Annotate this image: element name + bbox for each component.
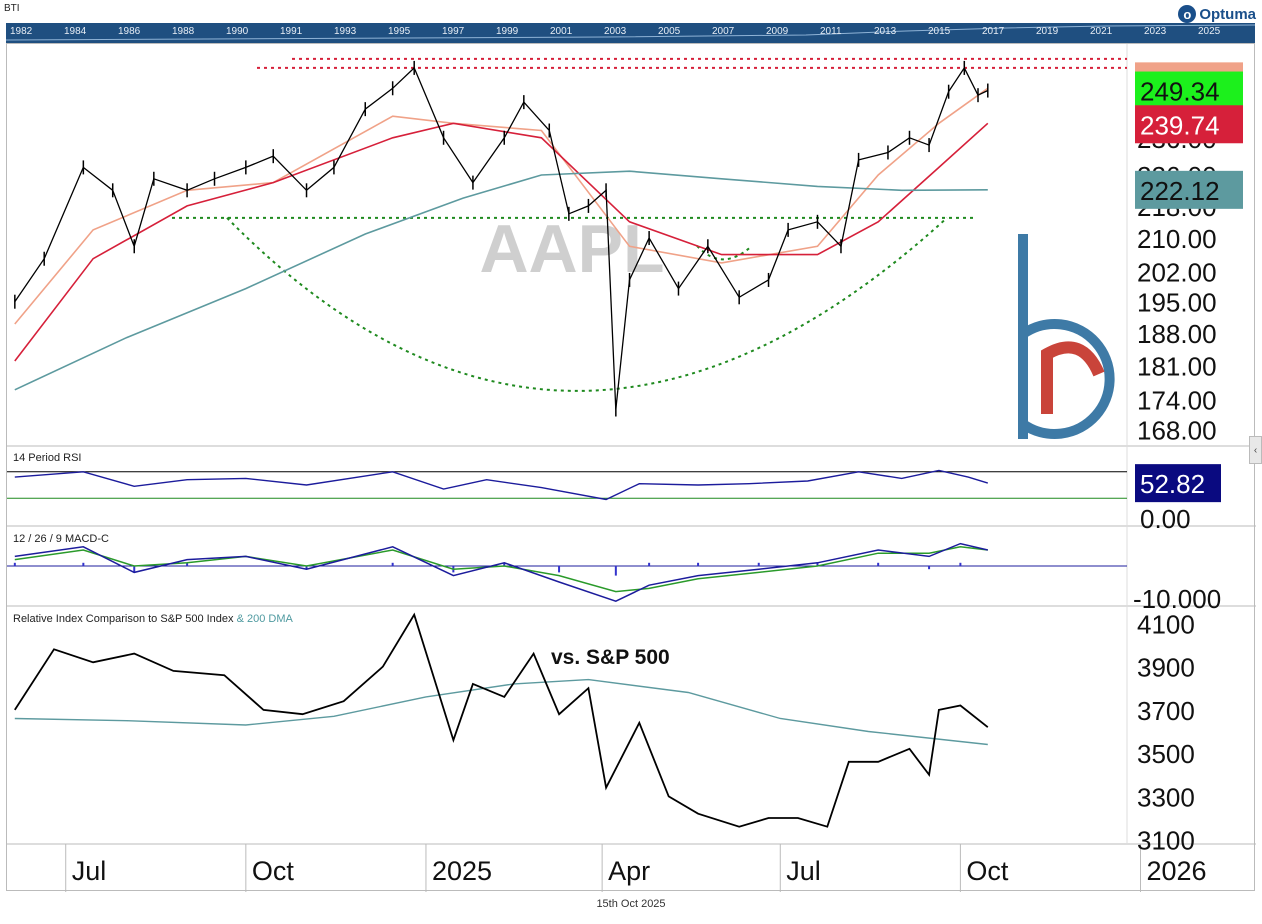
watermark-symbol: AAPL — [479, 211, 664, 287]
timeline-year-label: 2011 — [820, 26, 842, 37]
history-timeline-strip[interactable]: 1982 1984 1986 1988 1990 1991 1993 1995 1997 1999… — [6, 23, 1255, 43]
price-axis-tick: 195.00 — [1137, 288, 1217, 318]
relative-axis-tick: 4100 — [1137, 609, 1195, 639]
relative-title: Relative Index Comparison to S&P 500 Ind… — [13, 613, 293, 625]
price-label-box — [1135, 71, 1243, 110]
macd-axis-tick: -10.000 — [1133, 584, 1221, 614]
timeline-sparkline — [6, 24, 1255, 41]
timeline-year-label: 1986 — [118, 26, 141, 37]
optuma-mark-icon: o — [1178, 5, 1197, 23]
price-axis-tick: 168.00 — [1137, 416, 1217, 446]
timeline-year-label: 1995 — [388, 26, 411, 37]
timeline-year-label: 1990 — [226, 26, 249, 37]
relative-axis-tick: 3300 — [1137, 782, 1195, 812]
timeline-year-label: 1984 — [64, 26, 87, 37]
timeline-year-label: 2005 — [658, 26, 681, 37]
timeline-year-label: 2001 — [550, 26, 573, 37]
optuma-logo: o Optuma — [1178, 3, 1256, 25]
macd-line — [14, 542, 988, 603]
price-label-slow: 222.12 — [1140, 176, 1220, 206]
timeline-year-label: 2017 — [982, 26, 1005, 37]
price-axis-tick: 202.00 — [1137, 257, 1217, 287]
timeline-year-label: 2009 — [766, 26, 789, 37]
timeline-year-label: 1993 — [334, 26, 357, 37]
brand-watermark-accent — [1041, 341, 1105, 414]
collapse-panel-button[interactable]: ‹ — [1249, 436, 1262, 464]
price-axis-tick: 188.00 — [1137, 319, 1217, 349]
rsi-value: 52.82 — [1140, 469, 1205, 499]
price-ma_fast-line — [14, 87, 989, 325]
relative-line — [14, 612, 989, 828]
price-ma_slow-line — [14, 170, 988, 391]
handle-arc — [696, 245, 753, 261]
timeline-year-label: 1982 — [10, 26, 33, 37]
relative-axis-tick: 3900 — [1137, 653, 1195, 683]
x-axis-label: 2026 — [1146, 856, 1206, 886]
timeline-year-label: 1999 — [496, 26, 519, 37]
cup-arc — [226, 217, 948, 392]
timeline-year-label: 2021 — [1090, 26, 1113, 37]
relative-title-suffix: & 200 DMA — [236, 613, 293, 625]
footer-date: 15th Oct 2025 — [596, 898, 666, 910]
price-axis-tick: 181.00 — [1137, 352, 1217, 382]
rsi-value-box — [1135, 464, 1221, 503]
x-axis-label: Oct — [966, 856, 1009, 886]
rsi-line — [14, 469, 989, 501]
timeline-year-label: 2003 — [604, 26, 627, 37]
timeline-year-label: 2023 — [1144, 26, 1167, 37]
price-axis-tick: 210.00 — [1137, 224, 1217, 254]
timeline-year-label: 1988 — [172, 26, 195, 37]
macd-title: 12 / 26 / 9 MACD-C — [13, 533, 109, 545]
price-ma_mid-line — [14, 122, 989, 362]
timeline-year-label: 2007 — [712, 26, 735, 37]
relative-axis-tick: 3500 — [1137, 739, 1195, 769]
chart-frame[interactable]: AAPL 168.00 174.00 181.00 188.00 195.00 202.00… — [6, 43, 1256, 892]
symbol-label: BTI — [4, 3, 20, 14]
x-axis-label: Jul — [72, 856, 107, 886]
rsi-title: 14 Period RSI — [13, 452, 82, 464]
relative-annotation: vs. S&P 500 — [551, 646, 670, 669]
timeline-year-label: 2015 — [928, 26, 951, 37]
price-label-last: 249.34 — [1140, 77, 1220, 107]
x-axis-label: 2025 — [432, 856, 492, 886]
timeline-year-label: 1997 — [442, 26, 465, 37]
relative-title-main: Relative Index Comparison to S&P 500 Ind… — [13, 613, 234, 625]
timeline-year-label: 2019 — [1036, 26, 1059, 37]
timeline-year-label: 2025 — [1198, 26, 1221, 37]
x-axis-label: Jul — [786, 856, 821, 886]
relative-axis-tick: 3100 — [1137, 826, 1195, 856]
price-label-box — [1135, 170, 1243, 209]
price-label-box — [1135, 105, 1243, 144]
relative-dma-line — [14, 678, 988, 746]
relative-axis-tick: 3700 — [1137, 696, 1195, 726]
x-axis-label: Apr — [608, 856, 650, 886]
x-axis-label: Oct — [252, 856, 295, 886]
brand-name: Optuma — [1199, 5, 1256, 23]
macd-signal-line — [14, 546, 988, 593]
timeline-year-label: 1991 — [280, 26, 303, 37]
price-axis-tick: 174.00 — [1137, 386, 1217, 416]
price-label-mid: 239.74 — [1140, 110, 1220, 140]
rsi-axis-tick: 0.00 — [1140, 504, 1191, 534]
brand-watermark-bowl — [1020, 319, 1115, 439]
timeline-year-label: 2013 — [874, 26, 897, 37]
